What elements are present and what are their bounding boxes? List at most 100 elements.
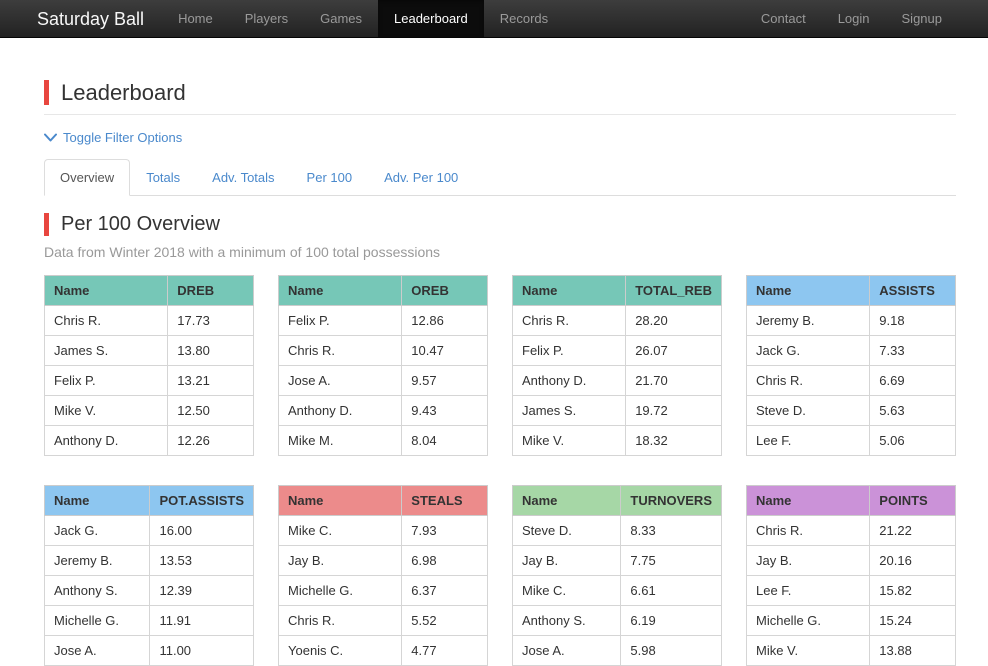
tab-per-100[interactable]: Per 100: [306, 170, 353, 186]
stat-value-cell: 16.00: [149, 515, 254, 547]
col-header-name: Name: [745, 485, 871, 517]
player-name-cell: Felix P.: [511, 335, 627, 367]
table-row: Chris R. 5.52: [277, 605, 488, 637]
player-name-cell: Steve D.: [511, 515, 622, 547]
col-header-name: Name: [277, 485, 403, 517]
table-row: Lee F. 15.82: [745, 575, 956, 607]
table-row: Mike V. 18.32: [511, 425, 722, 457]
nav-item-players[interactable]: Players: [244, 11, 289, 26]
col-header-stat: TOTAL_REB: [625, 275, 722, 307]
stat-value-cell: 12.50: [167, 395, 254, 427]
player-name-cell: Michelle G.: [277, 575, 403, 607]
player-name-cell: Felix P.: [43, 365, 169, 397]
table-row: Michelle G. 6.37: [277, 575, 488, 607]
stat-value-cell: 4.77: [401, 635, 488, 666]
table-row: Jack G. 7.33: [745, 335, 956, 367]
stat-value-cell: 13.88: [869, 635, 956, 666]
player-name-cell: Chris R.: [43, 305, 169, 337]
table-row: James S. 19.72: [511, 395, 722, 427]
stat-value-cell: 12.86: [401, 305, 488, 337]
brand-link[interactable]: Saturday Ball: [37, 9, 145, 29]
player-name-cell: Jose A.: [43, 635, 151, 666]
stat-value-cell: 6.98: [401, 545, 488, 577]
stat-value-cell: 21.22: [869, 515, 956, 547]
player-name-cell: Steve D.: [745, 395, 871, 427]
navbar-menu-right: Contact Login Signup: [745, 0, 988, 37]
tab-adv-totals[interactable]: Adv. Totals: [212, 170, 275, 186]
table-row: Chris R. 28.20: [511, 305, 722, 337]
player-name-cell: Anthony D.: [511, 365, 627, 397]
table-row: Yoenis C. 4.77: [277, 635, 488, 666]
nav-item-games[interactable]: Games: [320, 11, 363, 26]
stat-value-cell: 5.06: [869, 425, 956, 457]
player-name-cell: James S.: [43, 335, 169, 367]
table-row: Anthony D. 21.70: [511, 365, 722, 397]
nav-item-contact[interactable]: Contact: [760, 11, 806, 26]
table-row: Felix P. 26.07: [511, 335, 722, 367]
stat-table-assists: Name ASSISTS Jeremy B. 9.18 Jack G. 7.33 Chris…: [745, 275, 956, 457]
player-name-cell: Jack G.: [745, 335, 871, 367]
table-header-row: Name POT.ASSISTS: [43, 485, 254, 517]
table-row: Mike C. 7.93: [277, 515, 488, 547]
stat-value-cell: 15.82: [869, 575, 956, 607]
stat-table-steals: Name STEALS Mike C. 7.93 Jay B. 6.98 Michelle …: [277, 485, 488, 666]
table-row: Steve D. 5.63: [745, 395, 956, 427]
tab-overview[interactable]: Overview: [44, 159, 131, 197]
stat-value-cell: 6.69: [869, 365, 956, 397]
stat-value-cell: 9.43: [401, 395, 488, 427]
table-row: Jose A. 11.00: [43, 635, 254, 666]
col-header-name: Name: [43, 485, 151, 517]
stat-table-total-reb: Name TOTAL_REB Chris R. 28.20 Felix P. 26.07 A…: [511, 275, 722, 457]
nav-item-home[interactable]: Home: [178, 11, 213, 26]
table-row: Anthony D. 12.26: [43, 425, 254, 457]
col-header-stat: POT.ASSISTS: [149, 485, 254, 517]
player-name-cell: Chris R.: [277, 605, 403, 637]
stat-value-cell: 12.26: [167, 425, 254, 457]
stat-value-cell: 19.72: [625, 395, 722, 427]
player-name-cell: Mike C.: [511, 575, 622, 607]
table-header-row: Name TURNOVERS: [511, 485, 722, 517]
table-row: Jeremy B. 13.53: [43, 545, 254, 577]
stat-value-cell: 13.53: [149, 545, 254, 577]
col-header-stat: TURNOVERS: [620, 485, 722, 517]
table-row: Jay B. 6.98: [277, 545, 488, 577]
table-header-row: Name POINTS: [745, 485, 956, 517]
player-name-cell: Jeremy B.: [745, 305, 871, 337]
stat-value-cell: 12.39: [149, 575, 254, 607]
tab-totals[interactable]: Totals: [146, 170, 181, 186]
table-row: Jeremy B. 9.18: [745, 305, 956, 337]
player-name-cell: Anthony D.: [43, 425, 169, 457]
col-header-stat: POINTS: [869, 485, 956, 517]
nav-item-records[interactable]: Records: [499, 11, 549, 26]
stat-value-cell: 13.21: [167, 365, 254, 397]
table-row: Jose A. 5.98: [511, 635, 722, 666]
player-name-cell: Mike V.: [511, 425, 627, 457]
stat-value-cell: 11.91: [149, 605, 254, 637]
stat-value-cell: 10.47: [401, 335, 488, 367]
player-name-cell: Mike V.: [43, 395, 169, 427]
nav-item-signup[interactable]: Signup: [901, 11, 942, 26]
stat-value-cell: 6.37: [401, 575, 488, 607]
nav-item-leaderboard[interactable]: Leaderboard: [378, 0, 484, 37]
table-row: Chris R. 6.69: [745, 365, 956, 397]
player-name-cell: Jose A.: [277, 365, 403, 397]
stat-value-cell: 5.98: [620, 635, 722, 666]
player-name-cell: Mike V.: [745, 635, 871, 666]
table-row: Lee F. 5.06: [745, 425, 956, 457]
table-row: Michelle G. 15.24: [745, 605, 956, 637]
table-row: Anthony S. 6.19: [511, 605, 722, 637]
stat-value-cell: 20.16: [869, 545, 956, 577]
table-header-row: Name OREB: [277, 275, 488, 307]
table-row: Jack G. 16.00: [43, 515, 254, 547]
stat-value-cell: 11.00: [149, 635, 254, 666]
player-name-cell: Anthony D.: [277, 395, 403, 427]
player-name-cell: Jose A.: [511, 635, 622, 666]
section-title: Per 100 Overview: [44, 213, 956, 237]
toggle-filter-link[interactable]: Toggle Filter Options: [44, 130, 182, 145]
player-name-cell: Yoenis C.: [277, 635, 403, 666]
tab-adv-per-100[interactable]: Adv. Per 100: [384, 170, 459, 186]
chevron-down-icon: [44, 133, 57, 142]
col-header-name: Name: [745, 275, 871, 307]
nav-item-login[interactable]: Login: [837, 11, 870, 26]
table-header-row: Name STEALS: [277, 485, 488, 517]
